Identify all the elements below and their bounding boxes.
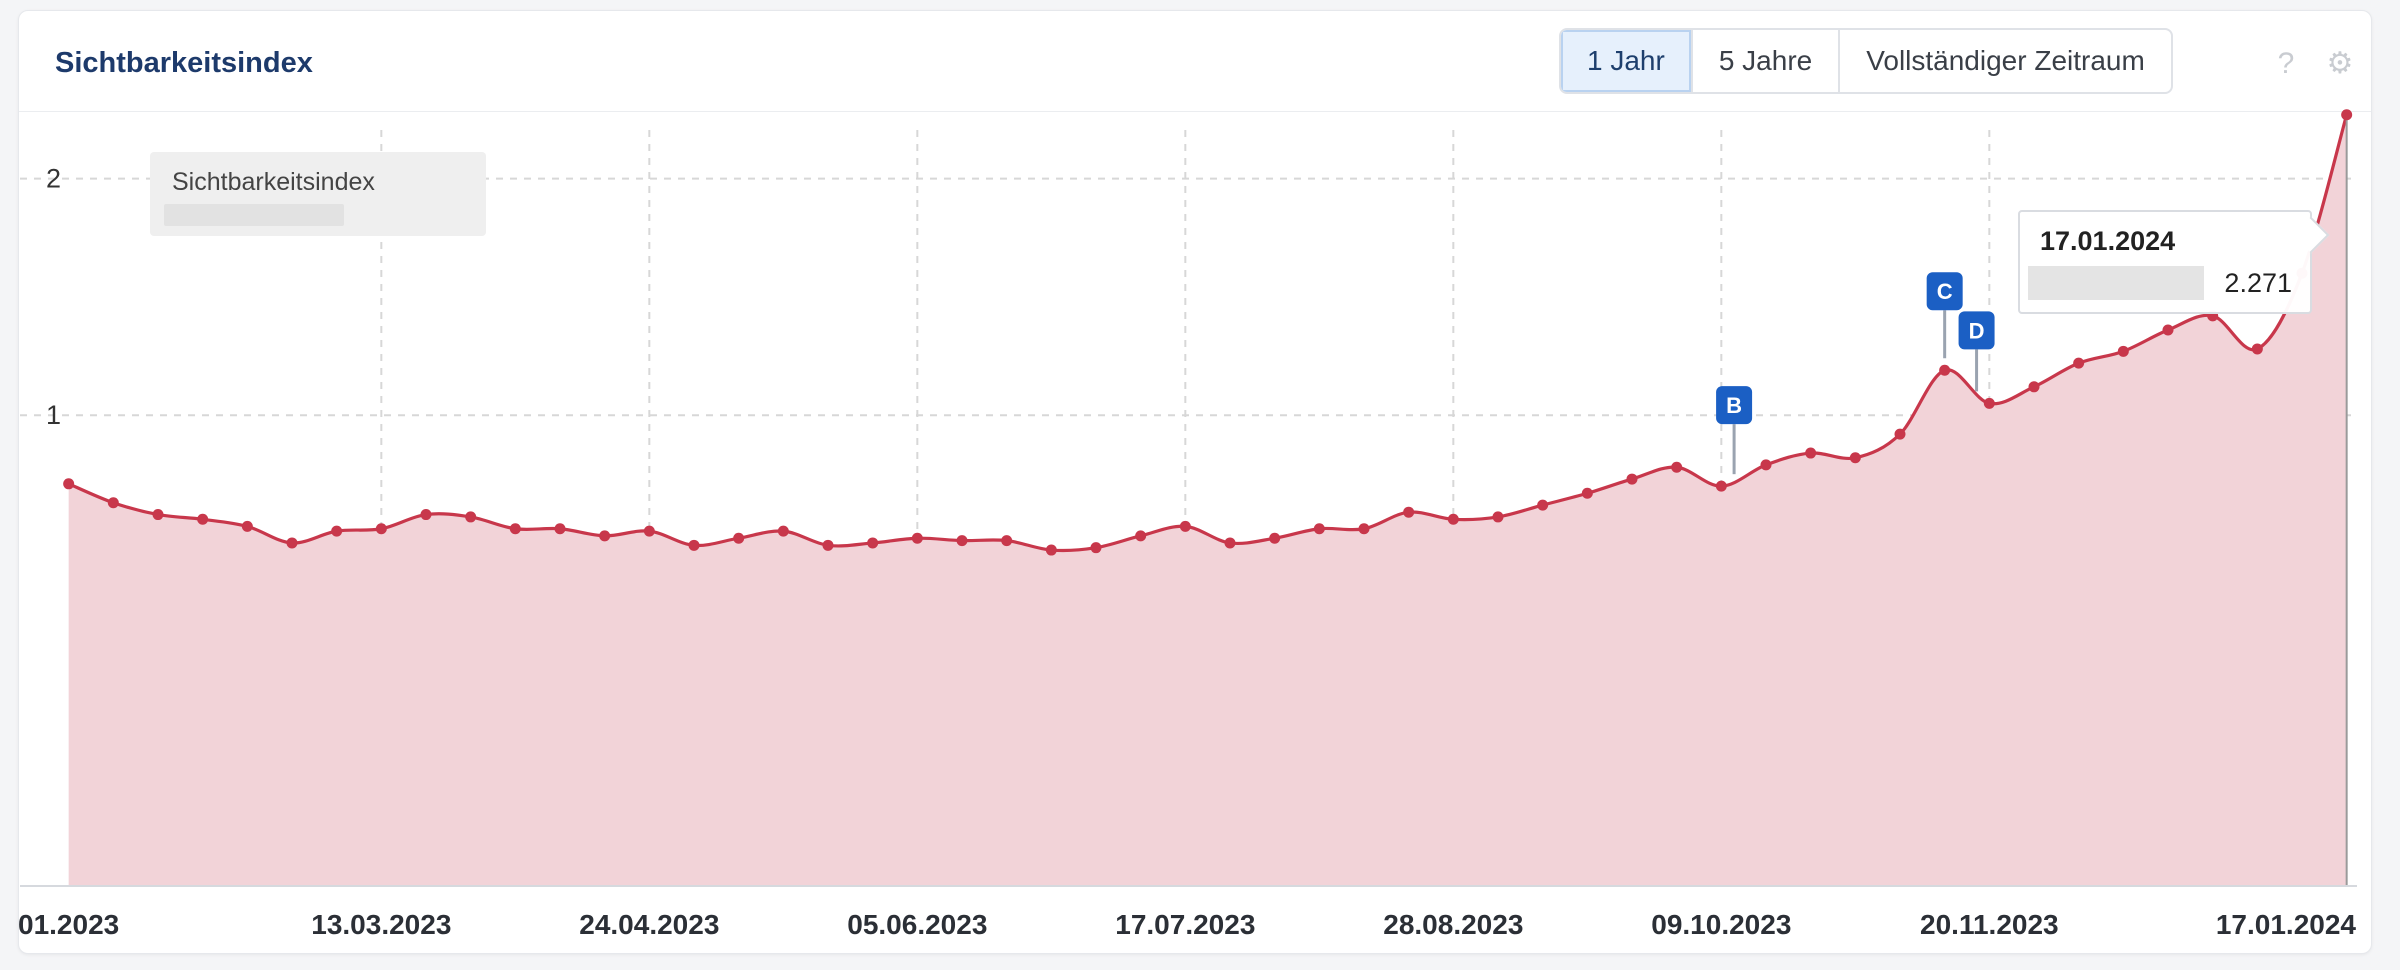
data-point xyxy=(1939,364,1951,376)
data-point xyxy=(1671,461,1683,473)
event-markers: B CD xyxy=(1716,272,1995,475)
chart-points xyxy=(63,109,2353,556)
range-5-years-button[interactable]: 5 Jahre xyxy=(1693,30,1841,92)
data-point xyxy=(1001,535,1013,547)
x-tick-label: 17.01.2024 xyxy=(2216,909,2357,940)
data-point xyxy=(2251,343,2263,355)
data-point xyxy=(1045,544,1057,556)
data-point xyxy=(2162,324,2174,336)
x-tick-label: 05.06.2023 xyxy=(847,909,987,940)
data-point xyxy=(1760,459,1772,471)
x-tick-label: 17.07.2023 xyxy=(1115,909,1255,940)
data-point xyxy=(1983,397,1995,409)
data-point xyxy=(1849,452,1861,464)
card-header: Sichtbarkeitsindex 1 Jahr 5 Jahre Vollst… xyxy=(19,11,2371,112)
data-point xyxy=(1403,506,1415,518)
y-tick-label: 2 xyxy=(46,164,61,194)
x-tick-label: 01.2023 xyxy=(18,909,119,940)
x-tick-label: 20.11.2023 xyxy=(1920,909,2059,940)
data-point xyxy=(1313,523,1325,535)
data-point xyxy=(1894,428,1906,440)
event-marker-c[interactable]: C xyxy=(1926,272,1963,359)
event-marker-label: C xyxy=(1937,279,1953,304)
x-tick-label: 28.08.2023 xyxy=(1383,909,1523,940)
data-point xyxy=(599,530,611,542)
event-marker-flag xyxy=(1958,311,1995,350)
event-marker-label: D xyxy=(1969,318,1985,343)
x-tick-label: 13.03.2023 xyxy=(311,909,451,940)
event-marker-flag xyxy=(1926,272,1963,311)
question-icon[interactable]: ? xyxy=(2277,47,2295,80)
tooltip-date: 17.01.2024 xyxy=(2040,226,2176,256)
tooltip-series-bar xyxy=(2028,266,2204,300)
data-point xyxy=(554,523,566,535)
data-point xyxy=(63,478,75,490)
data-point xyxy=(331,525,343,537)
data-point xyxy=(2028,381,2040,393)
data-point xyxy=(509,523,521,535)
data-point xyxy=(1492,511,1504,523)
data-point xyxy=(822,539,834,551)
data-point xyxy=(1224,537,1236,549)
data-point xyxy=(286,537,298,549)
data-point xyxy=(733,532,745,544)
data-point xyxy=(420,509,432,521)
data-point xyxy=(107,497,119,509)
event-marker-flag xyxy=(1716,386,1753,425)
data-point xyxy=(1805,447,1817,459)
y-axis-ticks: 12 xyxy=(46,164,61,431)
data-point xyxy=(241,520,253,532)
data-point xyxy=(375,523,387,535)
data-point xyxy=(911,532,923,544)
data-point xyxy=(956,535,968,547)
data-point xyxy=(152,509,164,521)
y-tick-label: 1 xyxy=(46,400,61,430)
data-point xyxy=(2073,357,2085,369)
data-point xyxy=(1537,499,1549,511)
x-axis-ticks: 01.2023 13.03.2023 24.04.2023 05.06.2023 17.… xyxy=(18,909,2356,940)
data-point xyxy=(1447,513,1459,525)
chart-tooltip: 17.01.2024 2.271 xyxy=(2018,210,2312,314)
data-point xyxy=(688,539,700,551)
x-tick-label: 24.04.2023 xyxy=(579,909,719,940)
legend-swatch xyxy=(164,204,344,226)
data-point xyxy=(1135,530,1147,542)
data-point xyxy=(643,525,655,537)
chart-legend[interactable]: Sichtbarkeitsindex xyxy=(150,152,486,236)
legend-label: Sichtbarkeitsindex xyxy=(172,168,375,196)
range-full-period-button[interactable]: Vollständiger Zeitraum xyxy=(1866,45,2145,76)
data-point xyxy=(465,511,477,523)
event-marker-b[interactable]: B xyxy=(1716,386,1753,475)
event-marker-label: B xyxy=(1726,393,1742,418)
data-point xyxy=(1715,480,1727,492)
data-point xyxy=(1581,487,1593,499)
data-point xyxy=(1090,542,1102,554)
data-point xyxy=(1626,473,1638,485)
range-1-year-button[interactable]: 1 Jahr xyxy=(1561,30,1693,92)
data-point xyxy=(867,537,879,549)
data-point xyxy=(197,513,209,525)
series-area-fill xyxy=(68,114,2347,887)
data-point xyxy=(1358,523,1370,535)
gear-icon[interactable]: ⚙ xyxy=(2326,47,2354,80)
range-button-group: 1 Jahr 5 Jahre Vollständiger Zeitraum xyxy=(1559,28,2173,94)
data-point xyxy=(777,525,789,537)
data-point xyxy=(2341,109,2353,121)
x-tick-label: 09.10.2023 xyxy=(1651,909,1791,940)
card-title: Sichtbarkeitsindex xyxy=(55,47,313,79)
event-marker-d[interactable]: D xyxy=(1958,311,1995,392)
data-point xyxy=(2117,345,2129,357)
data-point xyxy=(1269,532,1281,544)
data-point xyxy=(1179,520,1191,532)
tooltip-value: 2.271 xyxy=(2224,268,2292,298)
